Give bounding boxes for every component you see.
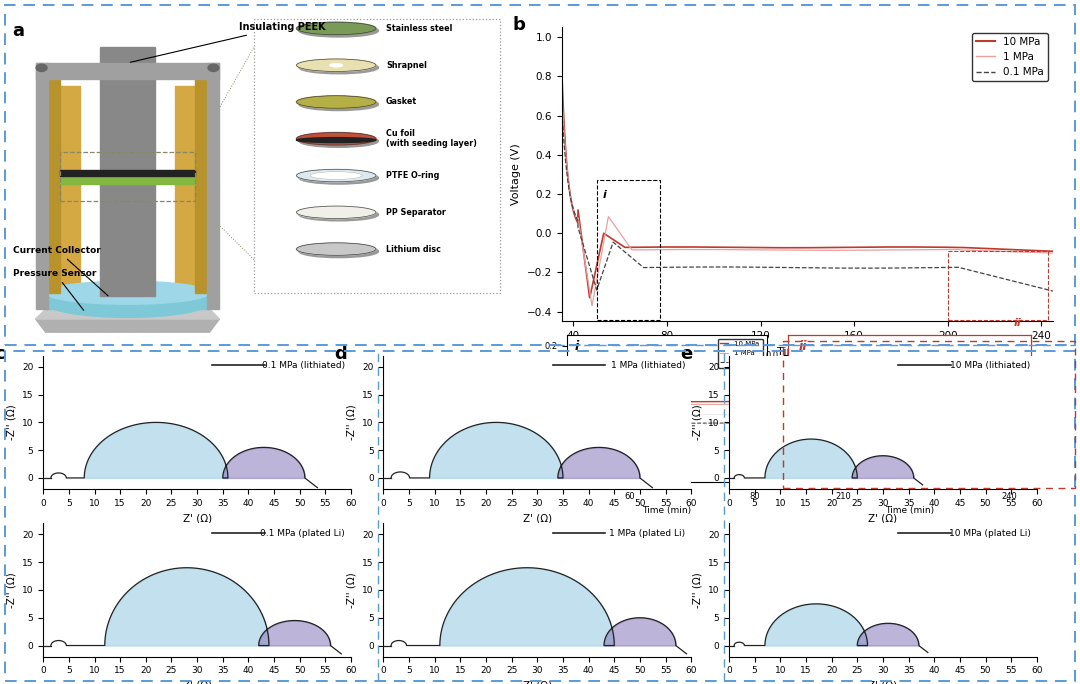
Text: Insulating PEEK: Insulating PEEK: [131, 22, 326, 62]
Y-axis label: -Z'' (Ω): -Z'' (Ω): [347, 572, 356, 608]
Ellipse shape: [299, 25, 378, 37]
Ellipse shape: [310, 172, 362, 179]
X-axis label: Z' (Ω): Z' (Ω): [183, 681, 212, 684]
Ellipse shape: [299, 245, 378, 258]
X-axis label: Z' (Ω): Z' (Ω): [868, 681, 897, 684]
Polygon shape: [45, 293, 210, 309]
X-axis label: Z' (Ω): Z' (Ω): [523, 513, 552, 523]
Text: c: c: [0, 345, 4, 363]
Ellipse shape: [299, 172, 378, 184]
Text: d: d: [334, 345, 347, 363]
Ellipse shape: [296, 206, 376, 219]
Polygon shape: [45, 86, 80, 293]
Text: 0.1 MPa (lithiated): 0.1 MPa (lithiated): [261, 361, 345, 370]
Y-axis label: Voltage (V): Voltage (V): [523, 384, 531, 434]
X-axis label: Z' (Ω): Z' (Ω): [868, 513, 897, 523]
Text: PP Separator: PP Separator: [386, 208, 446, 217]
Ellipse shape: [208, 64, 219, 71]
Y-axis label: -Z'' (Ω): -Z'' (Ω): [692, 404, 702, 440]
Y-axis label: -Z'' (Ω): -Z'' (Ω): [692, 572, 702, 608]
Text: a: a: [12, 22, 24, 40]
Text: ii: ii: [1013, 317, 1021, 328]
Ellipse shape: [296, 59, 376, 71]
Text: PTFE O-ring: PTFE O-ring: [386, 171, 440, 180]
Ellipse shape: [296, 137, 376, 142]
Ellipse shape: [296, 22, 376, 35]
Polygon shape: [36, 63, 219, 79]
Text: i: i: [575, 339, 579, 352]
Text: Lithium disc: Lithium disc: [386, 245, 441, 254]
Text: Pressure Sensor: Pressure Sensor: [13, 269, 96, 311]
Polygon shape: [43, 79, 60, 293]
Text: 0.1 MPa (plated Li): 0.1 MPa (plated Li): [260, 529, 345, 538]
Bar: [948, 251, 1049, 319]
Text: Gasket: Gasket: [386, 98, 417, 107]
Text: ii: ii: [798, 339, 807, 352]
Polygon shape: [207, 63, 219, 309]
Ellipse shape: [296, 96, 376, 108]
X-axis label: Z' (Ω): Z' (Ω): [523, 681, 552, 684]
Polygon shape: [60, 176, 194, 185]
Ellipse shape: [330, 64, 342, 67]
Ellipse shape: [296, 133, 376, 145]
Ellipse shape: [36, 64, 48, 71]
Ellipse shape: [299, 98, 378, 111]
Text: 1 MPa (plated Li): 1 MPa (plated Li): [609, 529, 685, 538]
Y-axis label: Voltage (V): Voltage (V): [511, 144, 521, 205]
Ellipse shape: [299, 62, 378, 74]
Text: Cu foil
(with seeding layer): Cu foil (with seeding layer): [386, 129, 477, 148]
Ellipse shape: [299, 209, 378, 221]
Text: e: e: [679, 345, 692, 363]
Ellipse shape: [45, 288, 210, 317]
Text: i: i: [603, 190, 607, 200]
Polygon shape: [36, 309, 219, 319]
Text: 10 MPa (lithiated): 10 MPa (lithiated): [950, 361, 1030, 370]
Y-axis label: -Z'' (Ω): -Z'' (Ω): [6, 572, 16, 608]
Legend: 10 MPa, 1 MPa, 0.1 MPa: 10 MPa, 1 MPa, 0.1 MPa: [983, 449, 1028, 479]
Text: b: b: [513, 16, 525, 34]
Ellipse shape: [299, 135, 378, 147]
Bar: [597, 181, 660, 319]
Polygon shape: [36, 319, 219, 332]
X-axis label: Time (min): Time (min): [643, 506, 691, 516]
Y-axis label: -Z'' (Ω): -Z'' (Ω): [6, 404, 16, 440]
X-axis label: Time (min): Time (min): [777, 347, 838, 357]
Polygon shape: [100, 47, 154, 296]
Text: 1 MPa (lithiated): 1 MPa (lithiated): [610, 361, 685, 370]
X-axis label: Time (min): Time (min): [886, 506, 934, 516]
Ellipse shape: [296, 243, 376, 255]
Text: 10 MPa (plated Li): 10 MPa (plated Li): [948, 529, 1030, 538]
Polygon shape: [60, 170, 194, 176]
X-axis label: Z' (Ω): Z' (Ω): [183, 513, 212, 523]
Polygon shape: [194, 79, 212, 293]
Ellipse shape: [45, 281, 210, 304]
Y-axis label: -Z'' (Ω): -Z'' (Ω): [347, 404, 356, 440]
Polygon shape: [175, 86, 210, 293]
Text: Current Collector: Current Collector: [13, 246, 108, 295]
Polygon shape: [36, 63, 49, 309]
Legend: 10 MPa, 1 MPa, 0.1 MPa: 10 MPa, 1 MPa, 0.1 MPa: [718, 339, 764, 368]
Y-axis label: Voltage (V): Voltage (V): [744, 384, 753, 434]
Legend: 10 MPa, 1 MPa, 0.1 MPa: 10 MPa, 1 MPa, 0.1 MPa: [972, 33, 1048, 81]
Ellipse shape: [296, 170, 376, 182]
Text: Stainless steel: Stainless steel: [386, 24, 453, 33]
Text: Shrapnel: Shrapnel: [386, 61, 427, 70]
